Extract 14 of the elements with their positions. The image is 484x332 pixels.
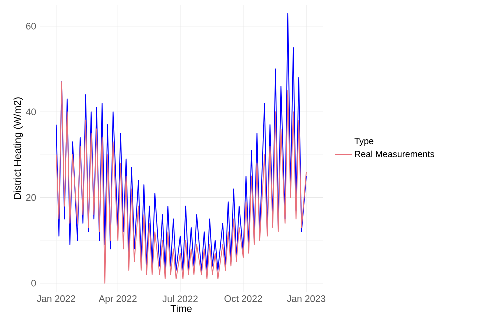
legend-title: Type	[354, 138, 374, 146]
y-tick-label: 40	[26, 108, 36, 116]
x-tick-label: Oct 2022	[224, 296, 262, 302]
line-series	[56, 82, 308, 284]
y-tick-label: 60	[26, 23, 36, 30]
y-axis-title: District Heating (W/m2)	[14, 98, 24, 200]
x-axis-title: Time	[170, 304, 192, 312]
legend-label: Real Measurements	[355, 150, 434, 158]
y-tick-label: 0	[32, 280, 36, 287]
x-tick-label: Jul 2022	[162, 296, 198, 302]
y-tick-label: 20	[26, 194, 36, 202]
x-tick-label: Jan 2023	[287, 296, 326, 302]
x-tick-label: Jan 2022	[37, 296, 76, 302]
x-tick-label: Apr 2022	[98, 296, 137, 304]
